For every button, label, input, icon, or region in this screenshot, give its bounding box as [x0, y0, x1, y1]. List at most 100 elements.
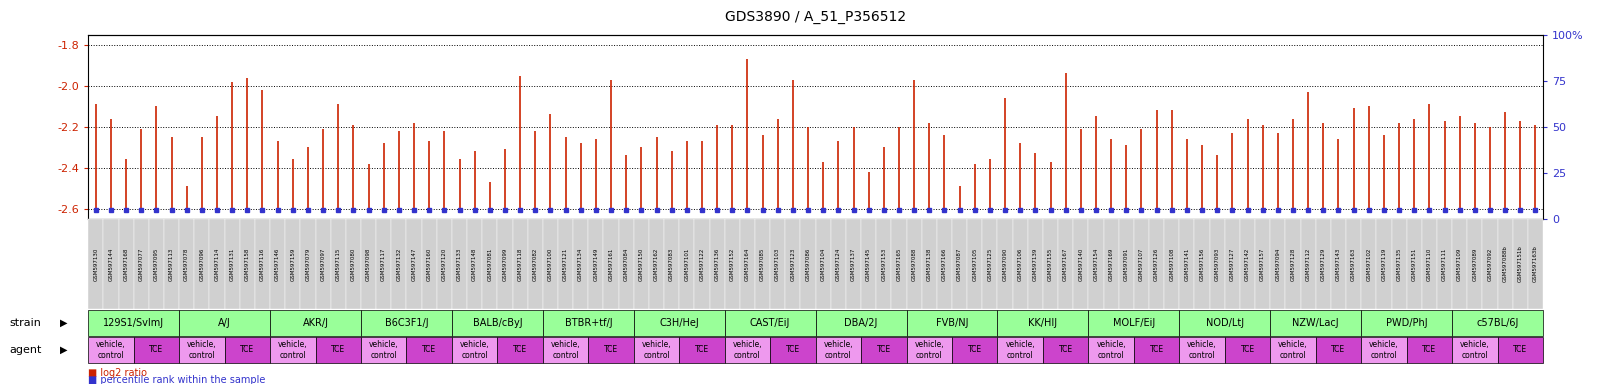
- Text: vehicle,
control: vehicle, control: [1006, 340, 1035, 359]
- Text: A/J: A/J: [218, 318, 231, 328]
- Text: GSM597158: GSM597158: [245, 247, 250, 281]
- Text: TCE: TCE: [422, 345, 436, 354]
- Text: GSM597139: GSM597139: [1033, 247, 1038, 281]
- Text: GSM597077: GSM597077: [140, 247, 144, 281]
- Text: GSM597140: GSM597140: [1078, 247, 1083, 281]
- Text: GSM597123: GSM597123: [791, 247, 796, 281]
- Text: GSM597155: GSM597155: [1047, 247, 1054, 281]
- Text: GSM597160: GSM597160: [427, 247, 431, 281]
- Text: vehicle,
control: vehicle, control: [733, 340, 762, 359]
- Text: GSM597168: GSM597168: [124, 247, 128, 281]
- Text: GSM597126: GSM597126: [1155, 247, 1160, 281]
- Text: GSM597131: GSM597131: [229, 247, 234, 281]
- Text: GSM597161: GSM597161: [608, 247, 614, 281]
- Text: GSM597147: GSM597147: [412, 247, 417, 281]
- Text: GSM597111: GSM597111: [1442, 247, 1447, 281]
- Text: TCE: TCE: [786, 345, 800, 354]
- Text: BTBR+tf/J: BTBR+tf/J: [565, 318, 613, 328]
- Text: GSM597089: GSM597089: [1472, 247, 1477, 281]
- Text: GSM597153: GSM597153: [881, 247, 887, 281]
- Text: GSM597149: GSM597149: [593, 247, 598, 281]
- Text: GSM597144: GSM597144: [109, 247, 114, 281]
- Text: GSM597163b: GSM597163b: [1533, 245, 1538, 283]
- Text: ■ percentile rank within the sample: ■ percentile rank within the sample: [88, 375, 266, 384]
- Text: GSM597137: GSM597137: [852, 247, 857, 281]
- Text: vehicle,
control: vehicle, control: [823, 340, 853, 359]
- Text: GSM597113: GSM597113: [168, 247, 175, 281]
- Text: 129S1/SvImJ: 129S1/SvImJ: [103, 318, 164, 328]
- Text: GSM597080: GSM597080: [351, 247, 356, 281]
- Text: CAST/EiJ: CAST/EiJ: [751, 318, 791, 328]
- Text: NOD/LtJ: NOD/LtJ: [1206, 318, 1243, 328]
- Text: GSM597120: GSM597120: [441, 247, 448, 281]
- Text: NZW/LacJ: NZW/LacJ: [1293, 318, 1339, 328]
- Text: GSM597102: GSM597102: [1367, 247, 1371, 281]
- Text: GSM597110: GSM597110: [1428, 247, 1432, 281]
- Text: FVB/NJ: FVB/NJ: [935, 318, 969, 328]
- Text: GSM597152: GSM597152: [730, 247, 735, 281]
- Text: GSM597118: GSM597118: [518, 247, 523, 281]
- Text: GSM597145: GSM597145: [866, 247, 871, 281]
- Text: GSM597128: GSM597128: [1291, 247, 1296, 281]
- Text: GSM597109: GSM597109: [1456, 247, 1463, 281]
- Text: TCE: TCE: [1423, 345, 1437, 354]
- Text: GSM597099: GSM597099: [502, 247, 507, 281]
- Text: vehicle,
control: vehicle, control: [1278, 340, 1307, 359]
- Text: GSM597090: GSM597090: [1002, 247, 1007, 281]
- Text: GSM597100: GSM597100: [549, 247, 553, 281]
- Text: GSM597091: GSM597091: [1124, 247, 1129, 281]
- Text: GSM597163: GSM597163: [1351, 247, 1355, 281]
- Text: DBA/2J: DBA/2J: [844, 318, 877, 328]
- Text: GSM597114: GSM597114: [215, 247, 220, 281]
- Text: GSM597129: GSM597129: [1320, 247, 1327, 281]
- Text: TCE: TCE: [1331, 345, 1346, 354]
- Text: vehicle,
control: vehicle, control: [1096, 340, 1126, 359]
- Text: vehicle,
control: vehicle, control: [460, 340, 489, 359]
- Text: GSM597119: GSM597119: [1381, 247, 1386, 281]
- Text: GSM597150: GSM597150: [638, 247, 643, 281]
- Text: GSM597143: GSM597143: [1336, 247, 1341, 281]
- Text: c57BL/6J: c57BL/6J: [1476, 318, 1519, 328]
- Text: GSM597132: GSM597132: [396, 247, 401, 281]
- Text: GSM597105: GSM597105: [972, 247, 977, 281]
- Text: TCE: TCE: [1513, 345, 1527, 354]
- Text: GSM597157: GSM597157: [1261, 247, 1266, 281]
- Text: GSM597112: GSM597112: [1306, 247, 1310, 281]
- Text: GSM597138: GSM597138: [927, 247, 932, 281]
- Text: GSM597125: GSM597125: [988, 247, 993, 281]
- Text: KK/HIJ: KK/HIJ: [1028, 318, 1057, 328]
- Text: GSM597087: GSM597087: [958, 247, 962, 281]
- Text: vehicle,
control: vehicle, control: [1460, 340, 1490, 359]
- Text: GSM597164: GSM597164: [744, 247, 751, 281]
- Text: GSM597121: GSM597121: [563, 247, 568, 281]
- Text: GSM597169: GSM597169: [1108, 247, 1113, 281]
- Text: vehicle,
control: vehicle, control: [914, 340, 945, 359]
- Text: AKR/J: AKR/J: [303, 318, 329, 328]
- Text: GSM597088: GSM597088: [911, 247, 916, 281]
- Text: B6C3F1/J: B6C3F1/J: [385, 318, 428, 328]
- Text: MOLF/EiJ: MOLF/EiJ: [1113, 318, 1155, 328]
- Text: GSM597094: GSM597094: [1275, 247, 1280, 281]
- Text: TCE: TCE: [877, 345, 890, 354]
- Text: vehicle,
control: vehicle, control: [1370, 340, 1399, 359]
- Text: GSM597148: GSM597148: [472, 247, 476, 281]
- Text: GSM597079: GSM597079: [305, 247, 311, 281]
- Text: GSM597097: GSM597097: [321, 247, 326, 281]
- Text: PWD/PhJ: PWD/PhJ: [1386, 318, 1428, 328]
- Text: GSM597159: GSM597159: [290, 247, 295, 281]
- Text: GSM597107: GSM597107: [1139, 247, 1144, 281]
- Text: GSM597093: GSM597093: [1214, 247, 1219, 281]
- Text: GSM597151b: GSM597151b: [1517, 245, 1522, 283]
- Text: GSM597081: GSM597081: [488, 247, 492, 281]
- Text: GSM597117: GSM597117: [382, 247, 387, 281]
- Text: TCE: TCE: [1150, 345, 1163, 354]
- Text: vehicle,
control: vehicle, control: [277, 340, 308, 359]
- Text: GSM597083: GSM597083: [669, 247, 674, 281]
- Text: GSM597082: GSM597082: [533, 247, 537, 281]
- Text: TCE: TCE: [241, 345, 255, 354]
- Text: GSM597103: GSM597103: [775, 247, 780, 281]
- Text: GSM597167: GSM597167: [1063, 247, 1068, 281]
- Text: GSM597122: GSM597122: [699, 247, 704, 281]
- Text: vehicle,
control: vehicle, control: [642, 340, 672, 359]
- Text: GDS3890 / A_51_P356512: GDS3890 / A_51_P356512: [725, 10, 906, 23]
